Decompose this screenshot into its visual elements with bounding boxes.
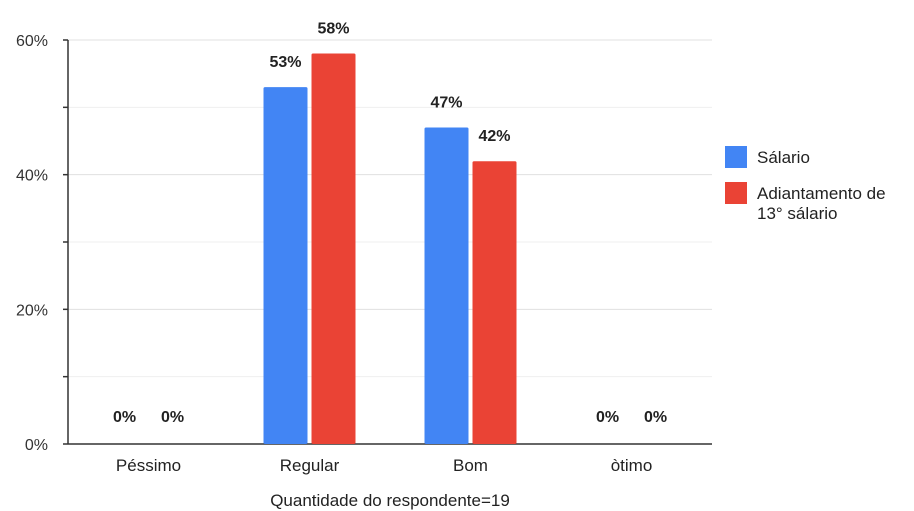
- legend-label: Sálario: [757, 148, 810, 167]
- x-tick-label: Péssimo: [116, 456, 181, 475]
- legend-swatch: [725, 146, 747, 168]
- data-label: 42%: [478, 128, 510, 145]
- bars: 0% 0% 53% 58% 47% 42% 0% 0%: [113, 20, 667, 445]
- data-label: 0%: [644, 409, 667, 426]
- legend-swatch: [725, 182, 747, 204]
- data-label: 58%: [317, 20, 349, 37]
- y-axis-ticks: 0% 20% 40% 60%: [16, 33, 68, 454]
- legend: Sálario Adiantamento de 13° sálario: [725, 146, 886, 223]
- bar: [424, 127, 469, 445]
- bar: [472, 161, 517, 444]
- legend-label: Adiantamento de 13° sálario: [757, 184, 886, 223]
- bar: [311, 53, 356, 444]
- x-tick-label: Bom: [453, 456, 488, 475]
- data-label: 0%: [161, 409, 184, 426]
- y-tick-label: 20%: [16, 302, 48, 319]
- data-label: 0%: [113, 409, 136, 426]
- y-tick-label: 0%: [25, 437, 48, 454]
- x-axis-title: Quantidade do respondente=19: [270, 491, 510, 510]
- gridlines: [68, 39, 712, 445]
- x-tick-label: Regular: [280, 456, 340, 475]
- data-label: 0%: [596, 409, 619, 426]
- category-labels: Péssimo Regular Bom òtimo: [116, 456, 652, 475]
- x-tick-label: òtimo: [611, 456, 653, 475]
- data-label: 47%: [430, 95, 462, 112]
- y-tick-label: 40%: [16, 168, 48, 185]
- y-tick-label: 60%: [16, 33, 48, 50]
- bar: [263, 87, 308, 444]
- data-label: 53%: [269, 54, 301, 71]
